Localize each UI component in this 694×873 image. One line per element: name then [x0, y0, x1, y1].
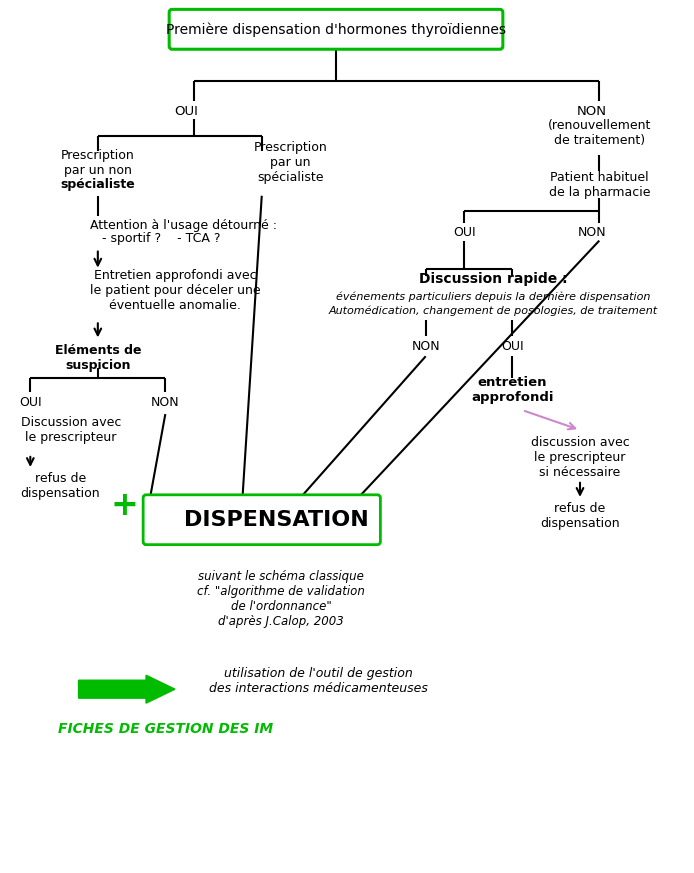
Text: NON: NON: [412, 340, 440, 353]
Text: NON: NON: [577, 105, 607, 118]
Text: Première dispensation d'hormones thyroïdiennes: Première dispensation d'hormones thyroïd…: [166, 22, 506, 37]
Text: (renouvellement
de traitement): (renouvellement de traitement): [548, 119, 651, 147]
Text: utilisation de l'outil de gestion
des interactions médicamenteuses: utilisation de l'outil de gestion des in…: [209, 667, 428, 695]
Text: NON: NON: [151, 395, 180, 409]
Text: OUI: OUI: [19, 395, 42, 409]
Text: Attention à l'usage détourné :: Attention à l'usage détourné :: [90, 219, 277, 232]
Text: Entretien approfondi avec
le patient pour déceler une
éventuelle anomalie.: Entretien approfondi avec le patient pou…: [90, 269, 261, 312]
Text: OUI: OUI: [501, 340, 524, 353]
Text: discussion avec
le prescripteur
si nécessaire: discussion avec le prescripteur si néces…: [531, 436, 629, 479]
Text: entretien
approfondi: entretien approfondi: [471, 376, 554, 404]
FancyBboxPatch shape: [143, 495, 380, 545]
FancyArrow shape: [78, 675, 175, 703]
Text: - sportif ?    - TCA ?: - sportif ? - TCA ?: [90, 232, 221, 245]
Text: Prescription
par un
spécialiste: Prescription par un spécialiste: [254, 141, 328, 184]
Text: NON: NON: [577, 226, 606, 239]
Text: Eléments de
suspicion: Eléments de suspicion: [55, 344, 141, 372]
Text: refus de
dispensation: refus de dispensation: [21, 471, 101, 500]
Text: +: +: [111, 489, 139, 522]
Text: Discussion rapide :: Discussion rapide :: [419, 272, 568, 285]
Text: suivant le schéma classique
cf. "algorithme de validation
de l'ordonnance"
d'apr: suivant le schéma classique cf. "algorit…: [197, 570, 365, 629]
Text: DISPENSATION: DISPENSATION: [184, 510, 369, 530]
Text: Automédication, changement de posologies, de traitement: Automédication, changement de posologies…: [329, 306, 658, 316]
FancyBboxPatch shape: [169, 10, 503, 49]
Text: FICHES DE GESTION DES IM: FICHES DE GESTION DES IM: [58, 722, 273, 736]
Text: Discussion avec
le prescripteur: Discussion avec le prescripteur: [21, 416, 121, 444]
Text: OUI: OUI: [175, 105, 198, 118]
Text: refus de
dispensation: refus de dispensation: [540, 502, 620, 530]
Text: spécialiste: spécialiste: [60, 178, 135, 191]
Text: OUI: OUI: [453, 226, 475, 239]
Text: Prescription
par un non: Prescription par un non: [61, 149, 135, 177]
Text: événements particuliers depuis la dernière dispensation: événements particuliers depuis la derniè…: [336, 292, 650, 302]
Text: Patient habituel
de la pharmacie: Patient habituel de la pharmacie: [548, 171, 650, 199]
